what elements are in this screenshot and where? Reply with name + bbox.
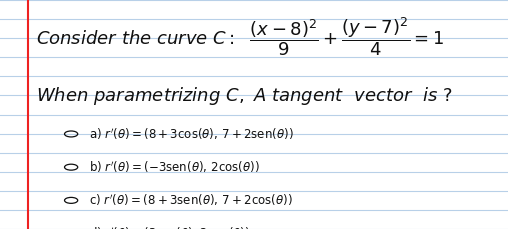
Text: a) $r'(\theta) = (8+3\cos(\theta),\,7+2\mathrm{sen}(\theta))$: a) $r'(\theta) = (8+3\cos(\theta),\,7+2\… <box>89 126 294 142</box>
Text: $\mathit{When\ parametrizing\ C,\ A\ tangent\ \ vector\ \ is\ ?}$: $\mathit{When\ parametrizing\ C,\ A\ tan… <box>36 85 453 107</box>
Text: $\mathit{Consider\ the\ curve\ C:}$  $\dfrac{(x-8)^2}{9}+\dfrac{(y-7)^2}{4}=1$: $\mathit{Consider\ the\ curve\ C:}$ $\df… <box>36 15 444 58</box>
Text: d) $r'(\theta) = (3\cos(\theta),\,2\mathrm{sen}(\theta))$: d) $r'(\theta) = (3\cos(\theta),\,2\math… <box>89 226 250 229</box>
Text: b) $r'(\theta) = (-3\mathrm{sen}(\theta),\,2\cos(\theta))$: b) $r'(\theta) = (-3\mathrm{sen}(\theta)… <box>89 159 260 175</box>
Text: c) $r'(\theta) = (8+3\mathrm{sen}(\theta),\,7+2\cos(\theta))$: c) $r'(\theta) = (8+3\mathrm{sen}(\theta… <box>89 193 293 208</box>
